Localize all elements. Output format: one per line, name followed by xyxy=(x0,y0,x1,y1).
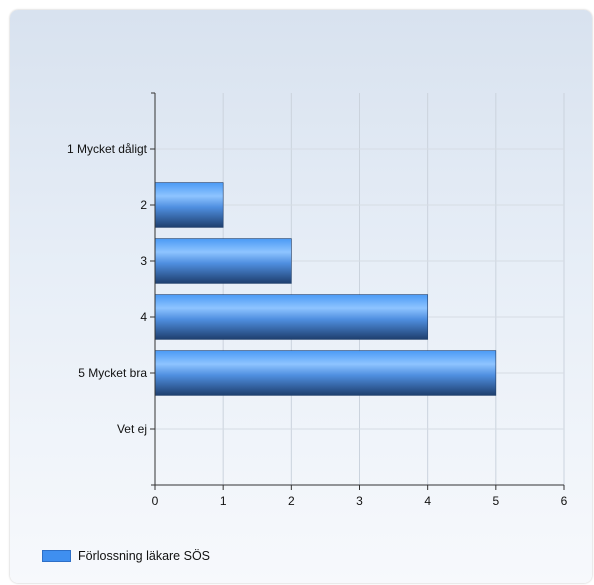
y-tick-label: 1 Mycket dåligt xyxy=(67,142,148,156)
x-tick-label: 0 xyxy=(152,494,159,508)
bar xyxy=(154,350,497,396)
y-tick-labels: 1 Mycket dåligt 2 3 4 5 Mycket bra Vet ej xyxy=(67,142,148,436)
bar xyxy=(154,238,292,284)
bar xyxy=(154,294,428,340)
bar xyxy=(154,182,224,228)
y-tick-label: 4 xyxy=(140,310,147,324)
y-tick-label: Vet ej xyxy=(117,422,147,436)
y-tick-label: 2 xyxy=(140,198,147,212)
legend-label: Förlossning läkare SÖS xyxy=(78,549,211,563)
y-tick-label: 5 Mycket bra xyxy=(78,366,147,380)
x-tick-label: 2 xyxy=(288,494,295,508)
x-tick-label: 3 xyxy=(356,494,363,508)
legend-swatch xyxy=(42,550,71,562)
x-tick-label: 4 xyxy=(424,494,431,508)
bars xyxy=(154,182,497,396)
x-tick-label: 6 xyxy=(561,494,568,508)
x-tick-label: 5 xyxy=(492,494,499,508)
axes xyxy=(150,92,565,490)
legend: Förlossning läkare SÖS xyxy=(42,549,210,563)
grid-lines xyxy=(155,93,565,485)
y-tick-label: 3 xyxy=(140,254,147,268)
x-tick-labels: 0 1 2 3 4 5 6 xyxy=(152,494,568,508)
x-tick-label: 1 xyxy=(220,494,227,508)
